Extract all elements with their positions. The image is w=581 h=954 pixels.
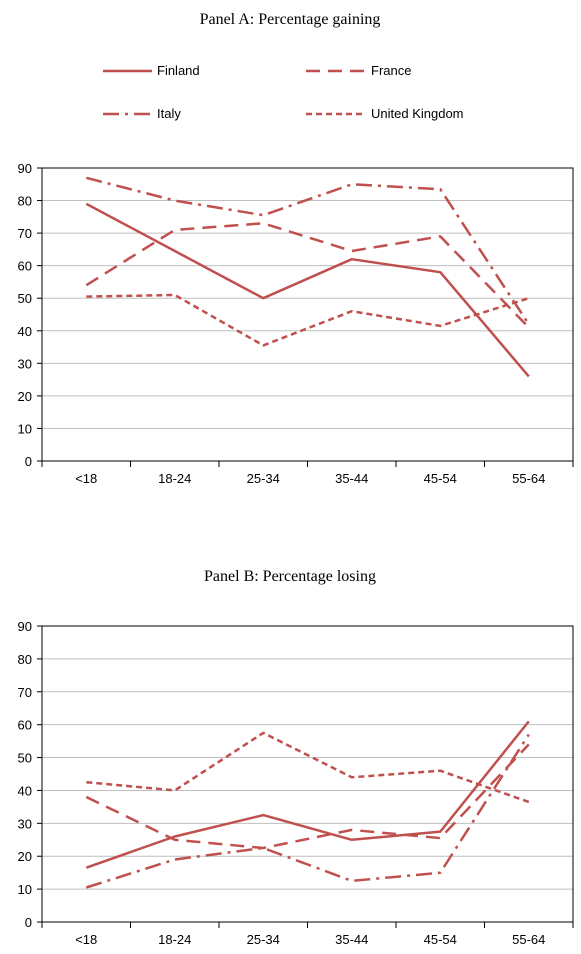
panel-a-y-tick-label: 90 [18, 161, 32, 176]
panel-b-series-italy [85, 733, 530, 889]
panel-b-y-tick-label: 90 [18, 619, 32, 634]
panel-b-x-tick-label: 25-34 [247, 932, 280, 947]
panel-a-y-tick-label: 20 [18, 389, 32, 404]
panel-a-series-united-kingdom [86, 293, 530, 347]
legend: Finland France Italy United Kingdom [103, 63, 464, 121]
panel-a-title: Panel A: Percentage gaining [200, 11, 381, 28]
panel-a-series-finland [85, 202, 530, 378]
panel-b-y-tick-label: 80 [18, 652, 32, 667]
panel-a-x-tick-label: <18 [75, 471, 97, 486]
panel-b-x-tick-label: 45-54 [424, 932, 457, 947]
panel-a-plot-frame [41, 167, 574, 462]
panel-b-y-tick-label: 60 [18, 718, 32, 733]
panel-b-y-tick-label: 30 [18, 816, 32, 831]
panel-a-series-italy [85, 176, 530, 325]
panel-b-y-tick-label: 70 [18, 685, 32, 700]
panel-a-chart: 0 10 20 30 40 50 60 70 80 90 <18 18-24 25-34 35-44 45-… [18, 161, 574, 486]
panel-a-x-tick-label: 45-54 [424, 471, 457, 486]
panel-a-series-france [85, 222, 530, 329]
panel-b-x-tick-label: 55-64 [512, 932, 545, 947]
panel-a-x-tick-label: 18-24 [158, 471, 191, 486]
panel-a-y-tick-label: 70 [18, 226, 32, 241]
panel-b-y-tick-label: 10 [18, 882, 32, 897]
legend-label-finland: Finland [157, 63, 200, 78]
panel-a-x-tick-label: 35-44 [335, 471, 368, 486]
panel-b-x-tick-label: 35-44 [335, 932, 368, 947]
legend-label-united-kingdom: United Kingdom [371, 106, 464, 121]
panel-b-y-tick-label: 40 [18, 783, 32, 798]
panel-b-y-tick-label: 50 [18, 751, 32, 766]
panel-b-series-france [85, 743, 530, 850]
panel-a-y-tick-label: 60 [18, 259, 32, 274]
panel-b-y-tick-label: 20 [18, 849, 32, 864]
panel-b-y-tick-label: 0 [25, 915, 32, 930]
panel-a-x-tick-label: 55-64 [512, 471, 545, 486]
legend-label-italy: Italy [157, 106, 181, 121]
panel-a-y-tick-label: 80 [18, 194, 32, 209]
panel-a-x-tick-label: 25-34 [247, 471, 280, 486]
panel-a-y-tick-label: 30 [18, 356, 32, 371]
panel-a-y-tick-label: 0 [25, 454, 32, 469]
panel-b-x-tick-label: 18-24 [158, 932, 191, 947]
panel-b-series-finland [85, 720, 530, 869]
panel-b-title: Panel B: Percentage losing [204, 568, 376, 585]
panel-b-chart: 0 10 20 30 40 50 60 70 80 90 <18 18-24 25-34 35-44 45-… [18, 619, 574, 947]
panel-a-y-tick-label: 40 [18, 324, 32, 339]
panel-a-y-tick-label: 50 [18, 291, 32, 306]
panel-a-y-tick-label: 10 [18, 421, 32, 436]
panel-b-x-tick-label: <18 [75, 932, 97, 947]
panel-b-series-united-kingdom [86, 731, 530, 804]
legend-label-france: France [371, 63, 411, 78]
